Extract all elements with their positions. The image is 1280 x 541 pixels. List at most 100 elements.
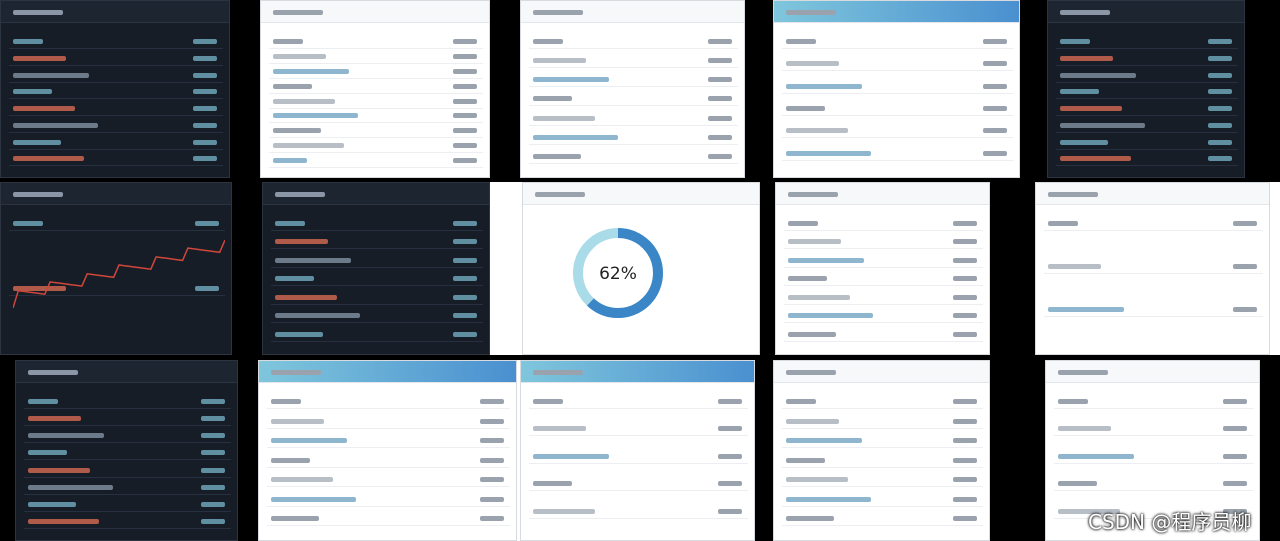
row-text xyxy=(28,433,104,439)
row-text xyxy=(533,39,563,44)
row-text xyxy=(786,496,871,502)
row-value xyxy=(480,399,504,404)
row-value xyxy=(193,72,217,78)
list-row xyxy=(1054,505,1253,519)
row-value xyxy=(453,39,477,44)
row-value xyxy=(953,294,977,300)
list-row xyxy=(529,112,738,126)
row-text xyxy=(28,399,58,404)
list-row xyxy=(529,395,748,409)
row-value xyxy=(453,221,477,226)
row-value xyxy=(1208,89,1232,95)
row-value xyxy=(953,313,977,319)
row-value xyxy=(480,477,504,483)
list-row xyxy=(1044,303,1263,317)
row-text xyxy=(13,72,89,78)
row-text xyxy=(788,294,850,300)
row-text xyxy=(275,257,351,263)
row-text xyxy=(28,484,113,490)
row-value xyxy=(480,438,504,444)
row-value xyxy=(193,122,217,128)
row-text xyxy=(13,106,75,111)
list-row xyxy=(271,272,483,287)
list-row xyxy=(529,131,738,145)
header-text xyxy=(271,370,321,375)
row-text xyxy=(28,518,99,524)
row-value xyxy=(983,150,1007,156)
row-value xyxy=(453,68,477,74)
row-text xyxy=(533,153,581,159)
row-value xyxy=(201,450,225,456)
list-row xyxy=(529,150,738,164)
row-text xyxy=(786,39,816,44)
panel-header xyxy=(259,361,516,383)
donut-chart: 62% xyxy=(573,228,663,318)
list-row xyxy=(1056,136,1238,150)
row-value xyxy=(983,61,1007,67)
header-text xyxy=(533,370,583,375)
row-value xyxy=(201,416,225,422)
row-value xyxy=(953,457,977,463)
row-value xyxy=(195,285,219,291)
list-row xyxy=(24,395,231,409)
row-text xyxy=(13,89,52,95)
panel-header xyxy=(521,1,744,23)
panel xyxy=(258,360,517,541)
row-text xyxy=(275,221,305,226)
row-text xyxy=(1048,221,1078,226)
list-row xyxy=(529,73,738,88)
row-value xyxy=(718,508,742,514)
panel-header xyxy=(16,361,237,383)
list-row xyxy=(9,282,225,296)
row-value xyxy=(453,98,477,104)
list-row xyxy=(784,291,983,305)
background-block xyxy=(232,182,262,355)
panel-header xyxy=(1036,183,1269,205)
row-value xyxy=(953,516,977,522)
list-row xyxy=(269,109,483,124)
row-value xyxy=(708,153,732,159)
panel-header xyxy=(776,183,989,205)
row-text xyxy=(271,457,310,463)
list-row xyxy=(1056,35,1238,49)
row-text xyxy=(273,39,303,44)
header-text xyxy=(13,192,63,197)
panel xyxy=(773,360,990,541)
list-row xyxy=(529,505,748,519)
list-row xyxy=(529,450,748,464)
row-value xyxy=(718,426,742,432)
background-block xyxy=(0,178,1280,182)
row-text xyxy=(1058,399,1088,404)
row-value xyxy=(1233,307,1257,312)
list-row xyxy=(267,473,510,488)
list-row xyxy=(24,429,231,444)
row-value xyxy=(953,418,977,424)
row-text xyxy=(273,98,335,104)
row-value xyxy=(1208,106,1232,111)
row-value xyxy=(201,399,225,404)
list-row xyxy=(24,446,231,461)
list-row xyxy=(529,422,748,437)
list-row xyxy=(24,498,231,512)
panel xyxy=(522,182,760,355)
row-value xyxy=(708,58,732,64)
row-value xyxy=(453,143,477,149)
header-text xyxy=(786,370,836,375)
row-value xyxy=(1233,221,1257,226)
row-text xyxy=(788,257,864,263)
row-text xyxy=(1060,89,1099,95)
row-value xyxy=(953,331,977,337)
list-row xyxy=(784,217,983,231)
background-block xyxy=(745,0,773,178)
header-text xyxy=(533,10,583,15)
panel-header xyxy=(774,361,989,383)
row-value xyxy=(983,106,1007,111)
row-text xyxy=(1060,72,1136,78)
list-row xyxy=(9,152,223,167)
list-row xyxy=(782,102,1013,116)
background-block xyxy=(755,360,773,541)
list-row xyxy=(24,464,231,478)
panel xyxy=(520,360,755,541)
row-value xyxy=(453,276,477,282)
